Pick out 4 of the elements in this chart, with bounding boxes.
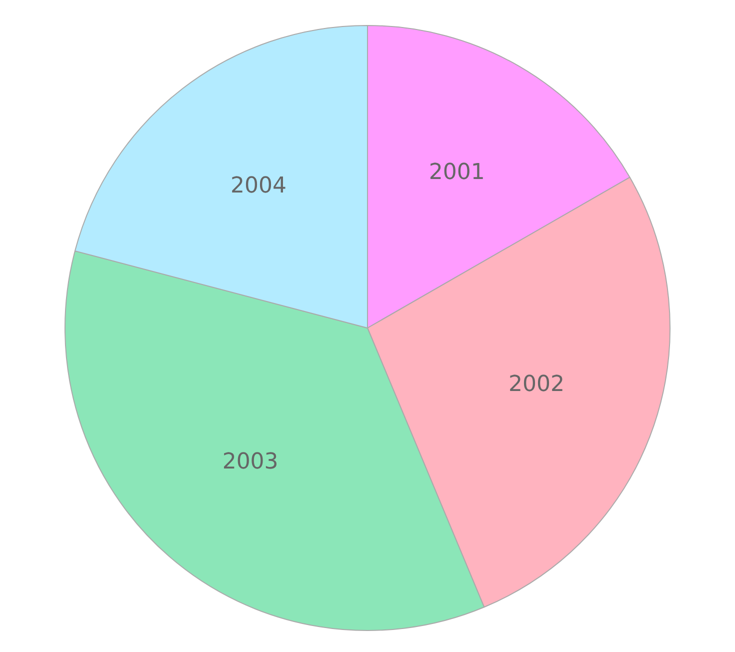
slice-label: 2004 — [230, 173, 287, 198]
slice-label: 2001 — [428, 160, 485, 186]
slice-label: 2003 — [222, 449, 278, 474]
slice-label: 2002 — [508, 372, 565, 397]
